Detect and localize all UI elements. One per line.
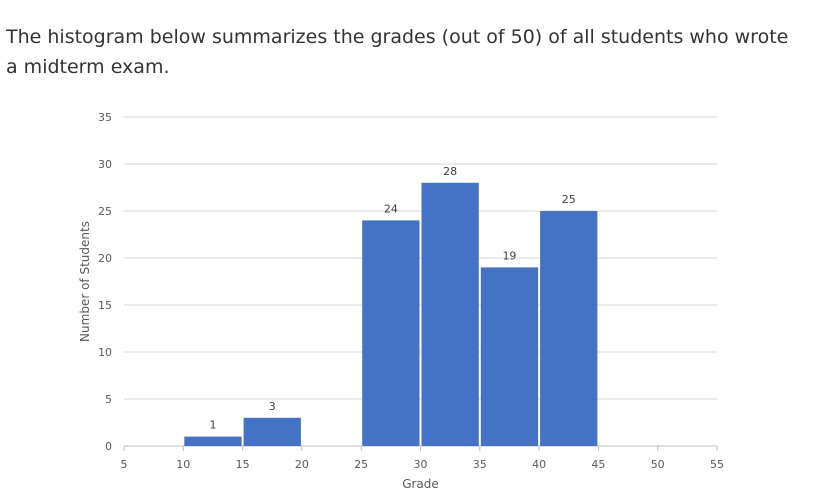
bar-30-35 (421, 182, 479, 447)
intro-text: The histogram below summarizes the grade… (6, 26, 789, 78)
y-tick-label-15: 15 (98, 299, 112, 312)
y-axis-ticks: 0 5 10 15 20 25 30 35 (98, 111, 112, 453)
x-tick-label-45: 45 (591, 458, 605, 471)
data-label-15-20: 3 (269, 400, 276, 413)
x-tick-label-5: 5 (121, 458, 128, 471)
x-tick-label-35: 35 (473, 458, 487, 471)
bar-15-20 (243, 417, 301, 446)
data-label-35-40: 19 (502, 249, 516, 262)
bar-35-40 (480, 267, 539, 446)
data-label-40-45: 25 (562, 193, 576, 206)
bars (184, 182, 598, 447)
data-label-30-35: 28 (443, 165, 457, 178)
x-axis-ticks: 5 10 15 20 25 30 35 40 45 50 55 (121, 446, 724, 471)
data-label-25-30: 24 (384, 202, 398, 215)
x-tick-label-55: 55 (710, 458, 724, 471)
x-tick-label-10: 10 (176, 458, 190, 471)
y-tick-label-30: 30 (98, 158, 112, 171)
y-tick-label-5: 5 (105, 393, 112, 406)
x-tick-label-30: 30 (414, 458, 428, 471)
gridlines (124, 116, 717, 447)
bar-10-15 (184, 436, 242, 446)
y-tick-label-35: 35 (98, 111, 112, 124)
bar-25-30 (362, 220, 420, 446)
y-tick-label-10: 10 (98, 346, 112, 359)
y-axis-title: Number of Students (78, 221, 92, 342)
data-labels: 1 3 24 28 19 25 (209, 165, 575, 432)
y-tick-label-0: 0 (105, 440, 112, 453)
x-tick-label-15: 15 (236, 458, 250, 471)
x-tick-label-40: 40 (532, 458, 546, 471)
y-tick-label-20: 20 (98, 252, 112, 265)
x-tick-label-20: 20 (295, 458, 309, 471)
x-tick-label-25: 25 (354, 458, 368, 471)
bar-40-45 (540, 211, 598, 446)
x-tick-label-50: 50 (651, 458, 665, 471)
x-axis-title: Grade (402, 477, 439, 491)
data-label-10-15: 1 (209, 419, 216, 432)
y-tick-label-25: 25 (98, 205, 112, 218)
